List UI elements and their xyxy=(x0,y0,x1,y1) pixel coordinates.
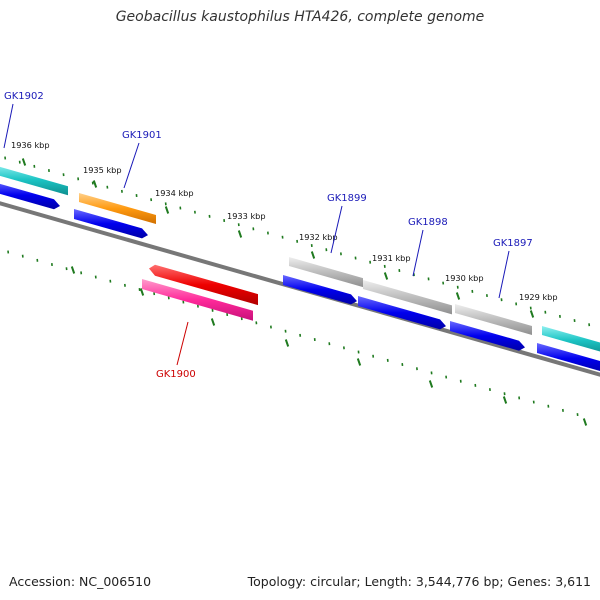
gene-bar-gk1900 xyxy=(142,279,253,321)
gene-label-gk1901: GK1901 xyxy=(122,130,162,141)
inner-major-tick xyxy=(139,288,145,296)
tick-label: 1929 kbp xyxy=(519,292,558,302)
cds-arrow-gk1902 xyxy=(0,183,60,210)
leader-line-gk1899 xyxy=(330,205,343,254)
tick-label: 1936 kbp xyxy=(11,140,50,150)
cds-arrow-gk1899 xyxy=(283,275,357,305)
inner-major-tick xyxy=(428,380,434,388)
accession-label: Accession: NC_006510 xyxy=(9,574,152,589)
major-tick xyxy=(310,251,316,259)
gene-label-gk1900: GK1900 xyxy=(156,369,196,380)
gene-features xyxy=(0,166,600,371)
inner-major-tick xyxy=(210,318,216,326)
cds-arrow-gk1898 xyxy=(358,296,446,330)
inner-major-tick xyxy=(502,396,508,404)
major-tick xyxy=(21,158,27,166)
tick-label: 1930 kbp xyxy=(445,273,484,283)
major-tick xyxy=(383,272,389,280)
gene-bar-gk1902 xyxy=(0,166,68,196)
inner-major-tick xyxy=(582,418,588,426)
major-tick xyxy=(529,310,535,318)
cds-arrow-gk1900 xyxy=(149,264,258,306)
leader-line-gk1901 xyxy=(123,142,140,189)
cds-arrow-next xyxy=(537,343,600,371)
cds-arrow-gk1901 xyxy=(74,209,148,239)
major-tick xyxy=(237,230,243,238)
scale-ticks: 1936 kbp 1935 kbp 1934 kbp 1933 kbp 1932 kbp… xyxy=(11,140,588,426)
leader-line-gk1897 xyxy=(498,250,510,299)
cds-arrow-gk1897 xyxy=(450,321,525,351)
gene-label-gk1902: GK1902 xyxy=(4,91,44,102)
minor-tick-marks xyxy=(4,156,591,417)
leader-line-gk1898 xyxy=(412,229,424,277)
genome-summary: Topology: circular; Length: 3,544,776 bp… xyxy=(247,574,591,589)
leader-line-gk1902 xyxy=(3,103,14,149)
major-tick xyxy=(455,292,461,300)
gene-bar-gk1899 xyxy=(289,257,363,288)
gene-label-gk1898: GK1898 xyxy=(408,217,448,228)
gene-bar-gk1897 xyxy=(455,304,532,335)
gene-label-gk1897: GK1897 xyxy=(493,238,533,249)
major-tick xyxy=(164,206,170,214)
gene-bar-next xyxy=(542,326,600,352)
tick-label: 1931 kbp xyxy=(372,253,411,263)
gene-label-gk1899: GK1899 xyxy=(327,193,367,204)
gene-bar-gk1898 xyxy=(363,280,452,315)
inner-major-tick xyxy=(284,339,290,347)
gene-bar-gk1901 xyxy=(79,193,156,224)
inner-major-tick xyxy=(356,358,362,366)
tick-label: 1932 kbp xyxy=(299,232,338,242)
gene-labels: GK1902 GK1901 GK1900 GK1899 GK1898 GK1897 xyxy=(3,91,533,380)
inner-major-tick xyxy=(70,266,76,274)
tick-label: 1935 kbp xyxy=(83,165,122,175)
leader-line-gk1900 xyxy=(176,321,189,366)
tick-label: 1934 kbp xyxy=(155,188,194,198)
map-title: Geobacillus kaustophilus HTA426, complet… xyxy=(115,9,485,25)
tick-label: 1933 kbp xyxy=(227,211,266,221)
major-tick xyxy=(92,180,98,188)
